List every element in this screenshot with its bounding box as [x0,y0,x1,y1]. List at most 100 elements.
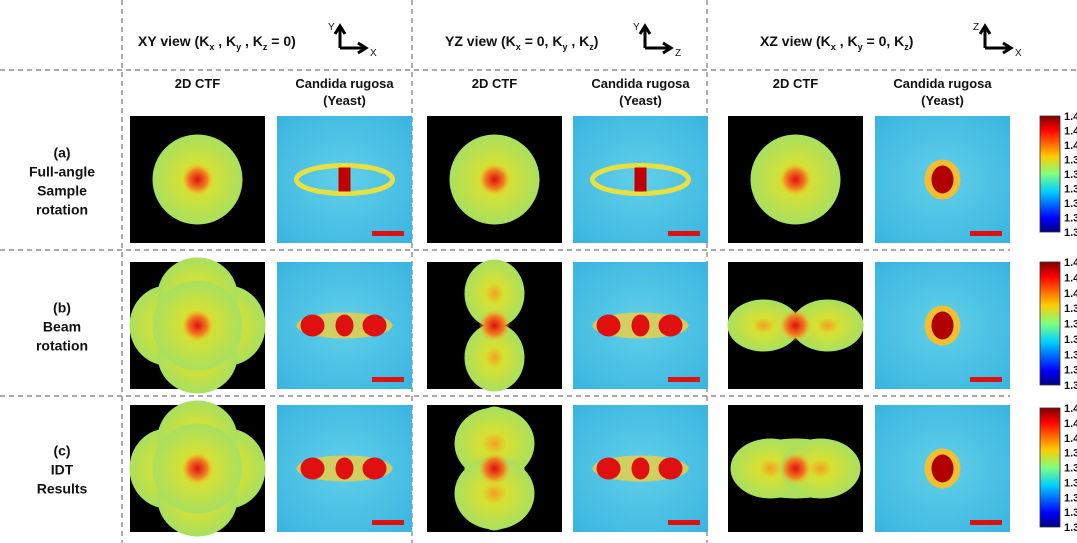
colorbar-gradient [1040,408,1060,527]
column-header: XZ view (Kx , Ky = 0, Kz) [760,33,913,52]
colorbar-tick: 1.4 [1064,288,1077,300]
cell-core [301,458,325,480]
header-text: ) [594,33,599,49]
cell-core [339,168,351,192]
axis-label: Z [973,22,979,33]
axis-label: Y [328,22,335,33]
row-label: (b) [53,300,71,316]
axis-arrows [980,26,1011,53]
ctf-center [182,453,214,485]
sub-header: 2D CTF [472,76,518,91]
cell-core [659,458,683,480]
row-label: Sample [37,183,87,199]
ctf-center [182,310,214,342]
yeast-image [875,262,1010,389]
colorbar-tick: 1.37 [1064,477,1077,489]
header-text: , K [214,33,236,49]
colorbar: 1.421.411.41.391.381.371.361.351.34 [1040,257,1077,392]
ctf-center [182,164,214,196]
row-label: rotation [36,202,88,218]
row-label: rotation [36,338,88,354]
ctf-image [427,260,562,392]
axis-icon: YZ [633,22,681,59]
scale-bar [970,377,1002,382]
header-text: , K [241,33,263,49]
row-label: Results [37,481,88,497]
sub-header: Candida rugosa [295,76,394,91]
yeast-image [277,405,412,532]
colorbar-tick: 1.38 [1064,319,1077,331]
axis-arrows [640,26,671,53]
sub-header: (Yeast) [323,93,366,108]
colorbar-tick: 1.36 [1064,349,1077,361]
cell-core [632,315,650,337]
yeast-image [573,405,708,532]
axis-label: Y [633,22,640,33]
cell-core [597,315,621,337]
colorbar-gradient [1040,116,1060,232]
header-text: , K [567,33,589,49]
row-label: (a) [53,145,70,161]
scale-bar [668,377,700,382]
scale-bar [668,231,700,236]
colorbar-tick: 1.35 [1064,507,1077,519]
colorbar-tick: 1.41 [1064,418,1077,430]
ctf-image [728,405,863,532]
sub-header: 2D CTF [175,76,221,91]
ctf-center [780,310,812,342]
cell-core [932,166,954,194]
colorbar: 1.421.411.41.391.381.371.361.351.34 [1040,111,1077,239]
yeast-image [277,262,412,389]
scale-bar [970,231,1002,236]
sub-header: Candida rugosa [591,76,690,91]
cell-core [363,315,387,337]
ctf-center [479,453,511,485]
colorbar-tick: 1.41 [1064,126,1077,138]
ctf-image [130,401,266,537]
header-text: , K [836,33,858,49]
row-label: IDT [51,462,74,478]
row-label: Beam [43,319,81,335]
scale-bar [668,520,700,525]
header-text: ) [909,33,914,49]
colorbar-tick: 1.39 [1064,155,1077,167]
colorbar-tick: 1.42 [1064,111,1077,123]
colorbar: 1.421.411.41.391.381.371.361.351.34 [1040,403,1077,534]
yeast-image [277,116,412,243]
cell-core [336,315,354,337]
colorbar-tick: 1.34 [1064,380,1077,392]
colorbar-tick: 1.42 [1064,403,1077,415]
scale-bar [372,231,404,236]
sub-header: (Yeast) [921,93,964,108]
ctf-image [427,405,562,532]
header-text: XY view (K [138,33,209,49]
yeast-image [875,405,1010,532]
cell-core [632,458,650,480]
ctf-image [130,258,266,394]
axis-label: Z [675,48,681,59]
colorbar-tick: 1.42 [1064,257,1077,269]
colorbar-tick: 1.36 [1064,492,1077,504]
ctf-center [479,164,511,196]
colorbar-gradient [1040,262,1060,385]
header-text: = 0) [267,33,295,49]
colorbar-tick: 1.34 [1064,227,1077,239]
column-header: YZ view (Kx = 0, Ky , Kz) [445,33,598,52]
figure: XY view (Kx , Ky , Kz = 0) Y X 2D CTF Candid… [0,0,1077,543]
cell-core [336,458,354,480]
axis-label: X [370,48,377,59]
scale-bar [372,520,404,525]
header-text: = 0, K [521,33,563,49]
cell-core [363,458,387,480]
colorbar-tick: 1.41 [1064,272,1077,284]
column-header: XY view (Kx , Ky , Kz = 0) [138,33,296,52]
sub-header: Candida rugosa [893,76,992,91]
sub-header: (Yeast) [619,93,662,108]
cell-core [659,315,683,337]
yeast-image [573,262,708,389]
sub-header: 2D CTF [773,76,819,91]
header-text: XZ view (K [760,33,831,49]
cell-core [597,458,621,480]
colorbar-tick: 1.35 [1064,213,1077,225]
colorbar-tick: 1.37 [1064,334,1077,346]
